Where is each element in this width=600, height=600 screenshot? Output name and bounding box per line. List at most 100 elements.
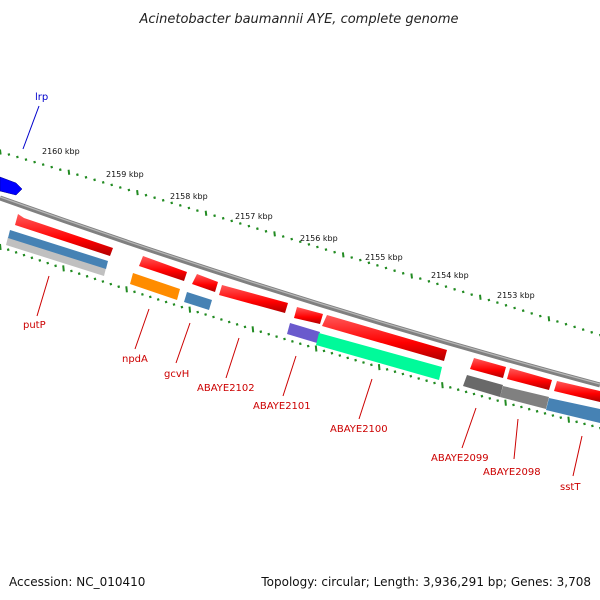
- tick-mark: [401, 271, 405, 275]
- gene-ABAYE2101[interactable]: [294, 307, 323, 324]
- tick-mark: [77, 272, 81, 276]
- accession-text: Accession: NC_010410: [9, 575, 145, 589]
- gene-label[interactable]: gcvH: [164, 369, 189, 380]
- gene-label[interactable]: lrp: [35, 92, 48, 103]
- genome-backbone: [0, 195, 600, 388]
- gene-ABAYE2099[interactable]: [470, 358, 506, 378]
- kbp-label: 2157 kbp: [235, 212, 273, 221]
- tick-mark: [283, 337, 286, 341]
- tick-mark: [46, 261, 50, 265]
- tick-mark: [535, 409, 539, 413]
- tick-mark: [230, 219, 234, 223]
- tick-mark: [16, 155, 19, 159]
- tick-mark: [427, 279, 431, 283]
- gene-labels: lrp putP npdA gcvH ABAYE2102 ABAYE2101 A…: [22, 92, 583, 493]
- tick-mark: [520, 405, 523, 409]
- gene-label[interactable]: npdA: [122, 354, 148, 365]
- feature-putP-blue[interactable]: [8, 230, 108, 269]
- tick-mark: [307, 243, 311, 246]
- tick-mark: [385, 368, 389, 371]
- tick-mark: [62, 265, 65, 272]
- tick-mark: [377, 364, 381, 371]
- tick-mark: [148, 295, 152, 299]
- gene-putP[interactable]: [15, 214, 113, 256]
- tick-mark: [196, 310, 200, 314]
- tick-mark: [543, 412, 547, 415]
- tick-mark: [341, 252, 345, 258]
- tick-mark: [479, 294, 482, 300]
- gene-label[interactable]: ABAYE2102: [197, 383, 255, 394]
- tick-mark: [556, 320, 559, 323]
- tick-mark: [38, 259, 42, 262]
- feature-gcvH-blue[interactable]: [184, 292, 212, 310]
- kbp-label: 2159 kbp: [106, 170, 144, 179]
- tick-mark: [527, 407, 531, 411]
- tick-mark: [178, 204, 182, 207]
- tick-mark: [93, 178, 96, 182]
- feature-npdA-orange[interactable]: [130, 273, 180, 300]
- gene-ABAYE2102[interactable]: [219, 285, 288, 313]
- gene-lrp[interactable]: [0, 176, 23, 196]
- feature-ABAYE2099-grey[interactable]: [463, 375, 503, 397]
- feature-ABAYE2100-aqua[interactable]: [316, 333, 442, 380]
- tick-mark: [324, 248, 328, 251]
- gene-ABAYE2100[interactable]: [322, 315, 447, 361]
- leader-ABAYE2100: [358, 378, 373, 420]
- tick-mark: [153, 196, 156, 200]
- tick-mark: [322, 349, 326, 353]
- feature-sstT-blue[interactable]: [546, 398, 600, 423]
- feature-putP-silver[interactable]: [6, 237, 106, 276]
- tick-mark: [436, 282, 439, 286]
- tick-mark: [227, 320, 231, 324]
- kbp-label: 2154 kbp: [431, 271, 469, 280]
- feature-ABAYE2098-grey[interactable]: [500, 386, 549, 409]
- gene-ABAYE2098[interactable]: [507, 368, 552, 390]
- tick-mark: [0, 149, 2, 155]
- tick-mark: [464, 390, 468, 394]
- tick-mark: [583, 422, 586, 426]
- tick-mark: [164, 300, 168, 304]
- gene-sstT[interactable]: [554, 381, 600, 402]
- gene-label[interactable]: ABAYE2098: [483, 467, 541, 478]
- tick-mark: [547, 316, 551, 322]
- leader-sstT: [572, 435, 583, 477]
- tick-mark: [136, 189, 139, 196]
- tick-mark: [367, 261, 371, 265]
- tick-mark: [101, 181, 105, 184]
- gene-label[interactable]: ABAYE2101: [253, 401, 311, 412]
- gene-label[interactable]: ABAYE2100: [330, 424, 388, 435]
- tick-mark: [67, 169, 71, 175]
- tick-mark: [538, 314, 542, 318]
- tick-mark: [196, 209, 199, 212]
- gene-label[interactable]: sstT: [560, 482, 581, 493]
- tick-mark: [7, 153, 11, 156]
- tick-mark: [401, 372, 405, 376]
- tick-mark: [267, 332, 271, 336]
- gene-label[interactable]: ABAYE2099: [431, 453, 489, 464]
- tick-mark: [333, 250, 336, 254]
- genome-backbone-highlight: [0, 196, 600, 385]
- tick-mark: [70, 269, 73, 273]
- gene-npdA[interactable]: [139, 256, 187, 281]
- tick-mark: [354, 358, 357, 362]
- map-title: Acinetobacter baumannii AYE, complete ge…: [138, 12, 458, 27]
- tick-mark: [50, 165, 54, 169]
- tick-mark: [127, 188, 131, 192]
- tick-mark: [575, 420, 578, 424]
- tick-mark: [256, 227, 259, 231]
- tick-mark: [590, 330, 594, 334]
- tick-mark: [220, 318, 223, 321]
- tick-mark: [291, 340, 294, 343]
- gene-label[interactable]: putP: [23, 320, 46, 331]
- tick-mark: [346, 356, 350, 360]
- gene-gcvH[interactable]: [192, 274, 218, 292]
- tick-mark: [314, 345, 318, 352]
- tick-mark: [33, 160, 36, 164]
- tick-mark: [410, 273, 413, 279]
- tick-mark: [24, 158, 28, 161]
- tick-mark: [433, 381, 436, 385]
- feature-ABAYE2101-purple[interactable]: [287, 323, 320, 343]
- tick-mark: [512, 403, 515, 407]
- tick-mark: [472, 392, 476, 396]
- tick-mark: [101, 280, 105, 283]
